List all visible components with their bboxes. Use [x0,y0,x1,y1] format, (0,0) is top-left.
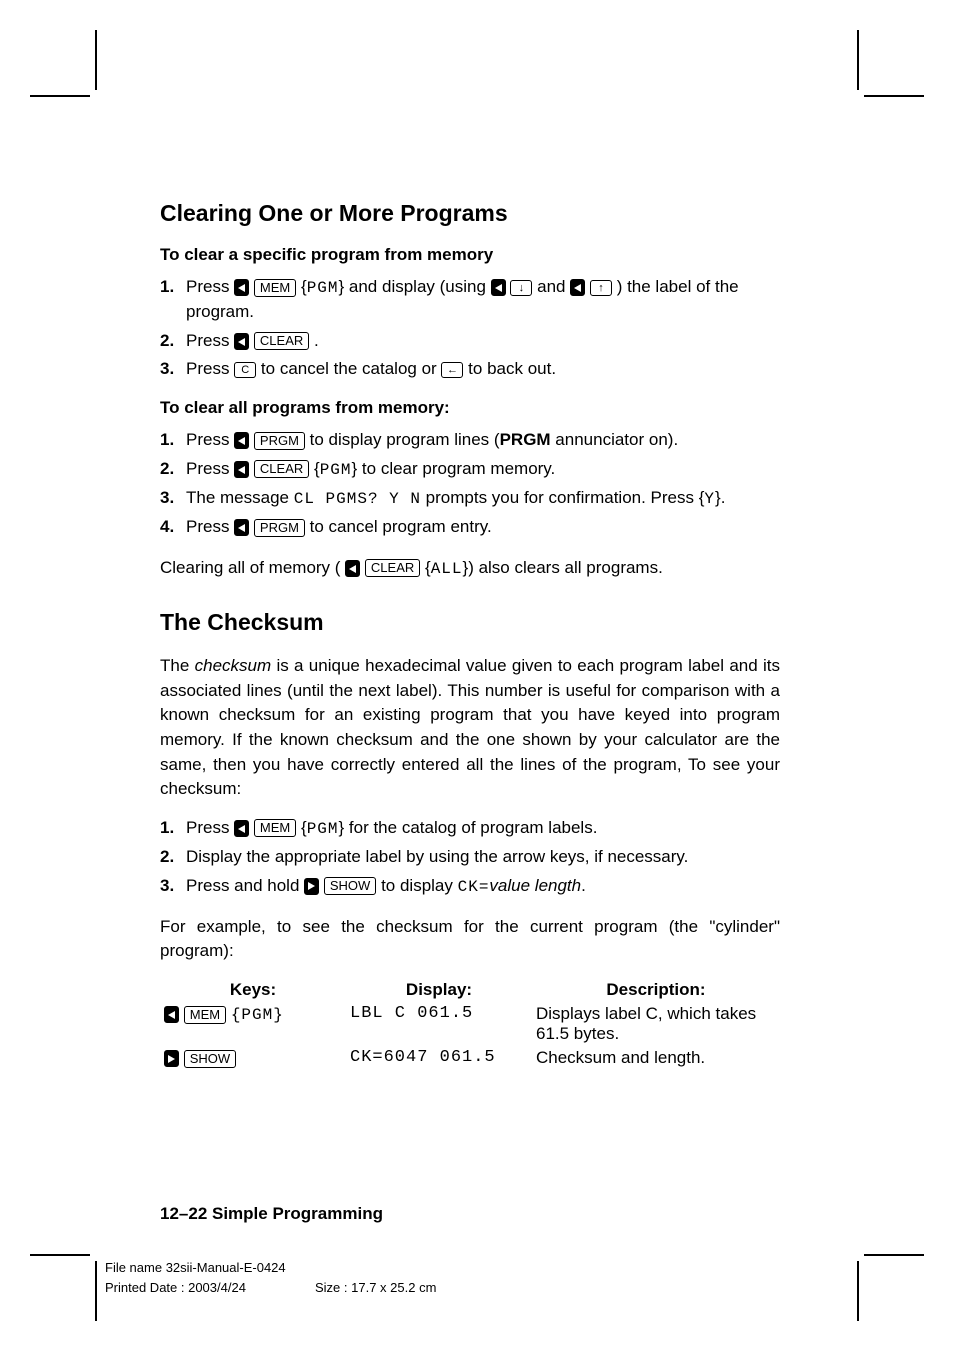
shift-left-icon [491,279,506,296]
list-item: 3. Press C to cancel the catalog or ← to… [160,357,780,382]
list-item: 2. Press CLEAR {PGM} to clear program me… [160,457,780,482]
shift-left-icon [164,1006,179,1023]
table-row: SHOW CK=6047 061.5 Checksum and length. [160,1046,780,1070]
crop-mark [95,30,97,90]
col-description: Description: [532,978,780,1002]
footer-date: Printed Date : 2003/4/24 [105,1278,315,1298]
crop-mark [857,1261,859,1321]
display-cell: LBL C 061.5 [346,1002,532,1046]
footer-file: File name 32sii-Manual-E-0424 [105,1258,436,1278]
list-item: 2. Display the appropriate label by usin… [160,845,780,870]
shift-left-icon [570,279,585,296]
step-number: 1. [160,816,186,841]
step-number: 2. [160,845,186,870]
step-number: 2. [160,457,186,482]
c-key: C [234,362,256,378]
steps-checksum: 1. Press MEM {PGM} for the catalog of pr… [160,816,780,899]
step-number: 4. [160,515,186,540]
example-intro: For example, to see the checksum for the… [160,915,780,964]
clear-key: CLEAR [254,460,309,478]
step-body: Press CLEAR {PGM} to clear program memor… [186,457,780,482]
col-keys: Keys: [160,978,346,1002]
prgm-key: PRGM [254,519,305,537]
mem-key: MEM [254,819,296,837]
table-header-row: Keys: Display: Description: [160,978,780,1002]
page-content: Clearing One or More Programs To clear a… [160,200,780,1070]
description-cell: Checksum and length. [532,1046,780,1070]
list-item: 4. Press PRGM to cancel program entry. [160,515,780,540]
subheading-clear-specific: To clear a specific program from memory [160,245,780,265]
shift-right-icon [304,878,319,895]
closing-line: Clearing all of memory ( CLEAR {ALL}) al… [160,556,780,581]
list-item: 3. Press and hold SHOW to display CK=val… [160,874,780,899]
clear-key: CLEAR [365,559,420,577]
list-item: 3. The message CL PGMS? Y N prompts you … [160,486,780,511]
example-table: Keys: Display: Description: MEM {PGM} LB… [160,978,780,1070]
shift-left-icon [234,820,249,837]
display-cell: CK=6047 061.5 [346,1046,532,1070]
keys-cell: SHOW [160,1046,346,1070]
step-body: Press MEM {PGM} and display (using ↓ and… [186,275,780,325]
step-number: 3. [160,874,186,899]
back-key-icon: ← [441,362,463,378]
shift-left-icon [234,279,249,296]
step-number: 1. [160,428,186,453]
footer-size: Size : 17.7 x 25.2 cm [315,1278,436,1298]
clear-key: CLEAR [254,332,309,350]
list-item: 2. Press CLEAR . [160,329,780,354]
table-row: MEM {PGM} LBL C 061.5 Displays label C, … [160,1002,780,1046]
shift-left-icon [234,333,249,350]
show-key: SHOW [324,877,376,895]
heading-clearing: Clearing One or More Programs [160,200,780,227]
step-body: Press and hold SHOW to display CK=value … [186,874,780,899]
shift-left-icon [234,519,249,536]
crop-mark [95,1261,97,1321]
show-key: SHOW [184,1050,236,1068]
list-item: 1. Press MEM {PGM} for the catalog of pr… [160,816,780,841]
crop-mark [30,1254,90,1256]
step-body: Press C to cancel the catalog or ← to ba… [186,357,780,382]
keys-cell: MEM {PGM} [160,1002,346,1046]
step-body: Press PRGM to display program lines (PRG… [186,428,780,453]
shift-left-icon [345,560,360,577]
col-display: Display: [346,978,532,1002]
step-body: Press CLEAR . [186,329,780,354]
crop-mark [864,1254,924,1256]
footer-metadata: File name 32sii-Manual-E-0424 Printed Da… [105,1258,436,1297]
step-number: 2. [160,329,186,354]
step-body: Press PRGM to cancel program entry. [186,515,780,540]
list-item: 1. Press PRGM to display program lines (… [160,428,780,453]
checksum-paragraph: The checksum is a unique hexadecimal val… [160,654,780,802]
crop-mark [864,95,924,97]
shift-left-icon [234,432,249,449]
shift-right-icon [164,1050,179,1067]
mem-key: MEM [184,1006,226,1024]
subheading-clear-all: To clear all programs from memory: [160,398,780,418]
up-key-icon: ↑ [590,280,612,296]
description-cell: Displays label C, which takes 61.5 bytes… [532,1002,780,1046]
steps-clear-specific: 1. Press MEM {PGM} and display (using ↓ … [160,275,780,382]
prgm-key: PRGM [254,432,305,450]
heading-checksum: The Checksum [160,609,780,636]
crop-mark [857,30,859,90]
step-number: 1. [160,275,186,300]
down-key-icon: ↓ [510,280,532,296]
step-number: 3. [160,486,186,511]
steps-clear-all: 1. Press PRGM to display program lines (… [160,428,780,540]
page-footer-title: 12–22 Simple Programming [160,1204,383,1224]
shift-left-icon [234,461,249,478]
step-number: 3. [160,357,186,382]
step-body: Press MEM {PGM} for the catalog of progr… [186,816,780,841]
list-item: 1. Press MEM {PGM} and display (using ↓ … [160,275,780,325]
step-body: Display the appropriate label by using t… [186,845,780,870]
step-body: The message CL PGMS? Y N prompts you for… [186,486,780,511]
crop-mark [30,95,90,97]
mem-key: MEM [254,279,296,297]
